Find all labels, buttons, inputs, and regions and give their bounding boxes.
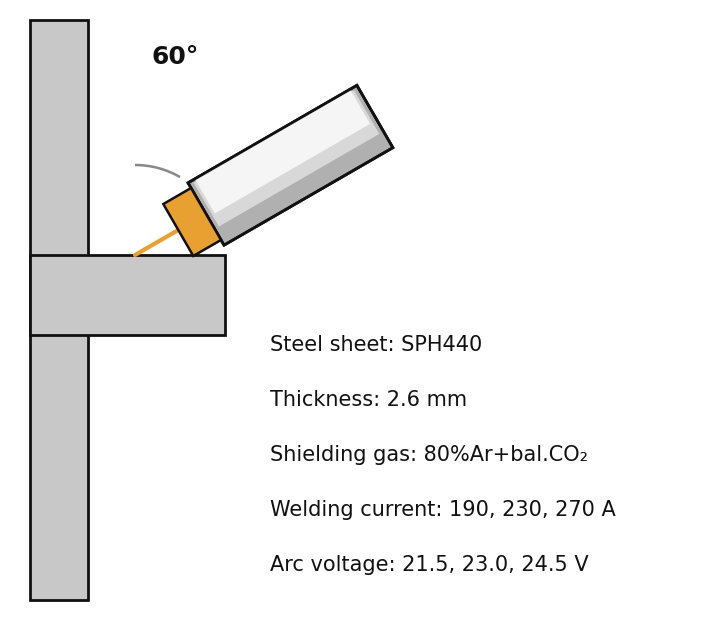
- Text: Steel sheet: SPH440: Steel sheet: SPH440: [270, 335, 482, 355]
- Text: Thickness: 2.6 mm: Thickness: 2.6 mm: [270, 390, 467, 410]
- Polygon shape: [188, 86, 393, 245]
- Bar: [30, 255, 225, 335]
- Text: Shielding gas: 80%Ar+bal.CO₂: Shielding gas: 80%Ar+bal.CO₂: [270, 445, 588, 465]
- Polygon shape: [195, 89, 370, 214]
- Text: Arc voltage: 21.5, 23.0, 24.5 V: Arc voltage: 21.5, 23.0, 24.5 V: [270, 555, 589, 575]
- Polygon shape: [163, 188, 221, 256]
- Text: Welding current: 190, 230, 270 A: Welding current: 190, 230, 270 A: [270, 500, 616, 520]
- Polygon shape: [194, 90, 379, 226]
- Text: 60°: 60°: [151, 45, 199, 69]
- Bar: [30, 20, 88, 600]
